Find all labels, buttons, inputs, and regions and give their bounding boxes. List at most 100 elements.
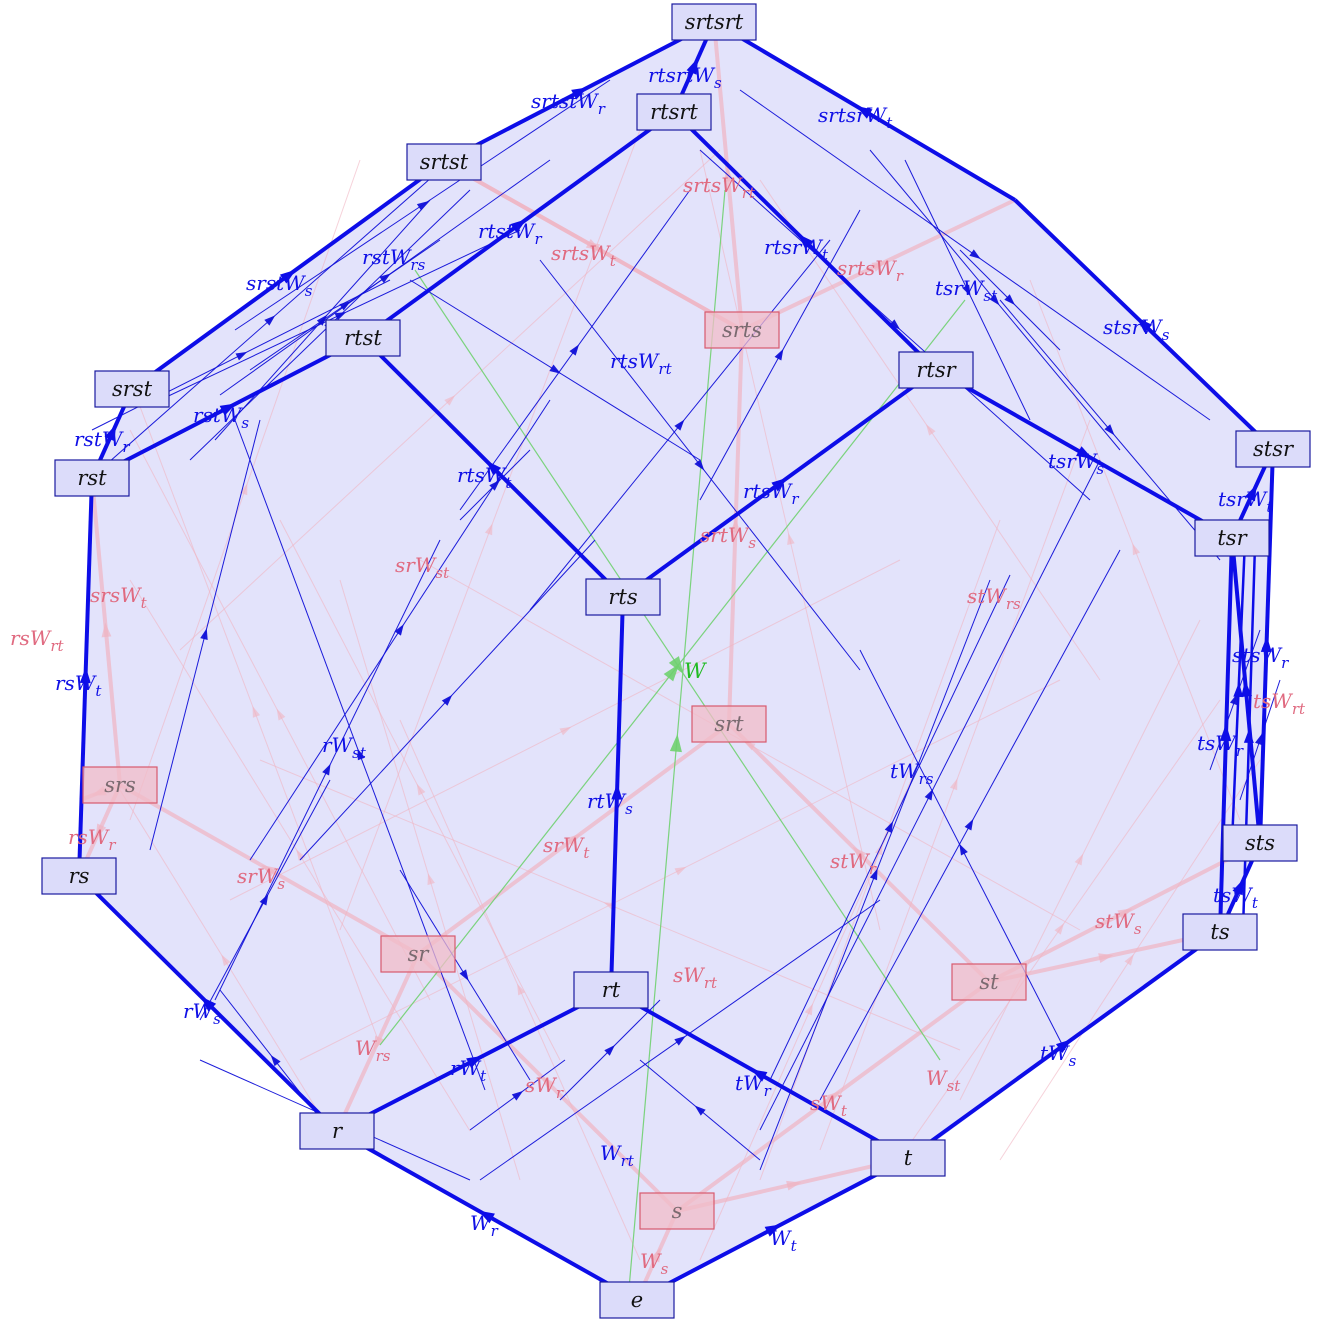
edge-arrow <box>797 233 814 250</box>
edge-arrow <box>852 846 867 861</box>
hyperplane-label: Wrt <box>600 1141 635 1170</box>
vertex-box <box>54 459 130 497</box>
edge-arrow <box>650 1247 661 1263</box>
vertex-label: rts <box>608 585 637 609</box>
edge-arrow <box>674 866 687 876</box>
vertex-label: rtst <box>344 326 382 350</box>
vertex-box <box>299 1112 375 1150</box>
hyperplane-label: srWs <box>237 864 285 893</box>
edge-arrow <box>1076 446 1093 459</box>
vertex-label: e <box>631 1288 643 1312</box>
hyperplane-label: srWt <box>543 833 590 862</box>
vertex-label: s <box>672 1199 683 1223</box>
vertex-box <box>325 319 401 357</box>
hyperplane-label: rWs <box>183 999 221 1028</box>
hyperplane-label: srtsWrt <box>683 173 756 202</box>
edge-arrow <box>889 319 901 330</box>
edge-arrow <box>252 705 261 718</box>
vertex-srt: srt <box>691 705 767 743</box>
vertex-rtst: rtst <box>325 319 401 357</box>
vertex-box <box>380 935 456 973</box>
edge-arrow <box>510 219 527 233</box>
vertex-box <box>585 578 661 616</box>
vertex-r: r <box>299 1112 375 1150</box>
edge-arrow <box>1232 878 1245 896</box>
edge-arrow <box>786 1180 802 1191</box>
vertex-box <box>671 3 757 41</box>
edge-arrow <box>989 294 1000 306</box>
edge-arrow <box>694 1105 706 1116</box>
edge-arrow <box>730 518 741 533</box>
edge-arrow <box>261 865 277 877</box>
edge-arrow <box>569 344 580 356</box>
edge-arrow <box>1004 294 1015 305</box>
hyperplane-label: tsrWst <box>935 276 998 305</box>
vertex-label: st <box>979 970 999 994</box>
edge-arrow <box>416 201 429 211</box>
edge-arrow <box>674 1035 686 1046</box>
edge-arrow <box>79 667 91 684</box>
vertex-ts: ts <box>1182 913 1258 951</box>
vertex-srtsrt: srtsrt <box>671 3 757 41</box>
edge-arrow <box>221 954 231 967</box>
hyperplane-label: rtsrtWs <box>648 63 722 92</box>
hyperplane-label: stWs <box>1095 909 1142 938</box>
hyperplane-label: srWst <box>395 553 450 582</box>
edge-arrow <box>959 843 968 856</box>
vertex-label: t <box>904 1146 913 1170</box>
edge-arrow <box>686 57 699 75</box>
hyperplane-label: sWt <box>810 1091 848 1120</box>
edge-arrow <box>964 818 974 831</box>
hyperplane-label: tsWt <box>1213 883 1259 912</box>
hyperplane-label: tsWrt <box>1253 689 1306 718</box>
hyperplane-label: srtWs <box>700 523 756 552</box>
hyperplane-label: srtsWt <box>551 241 617 270</box>
edge-arrow <box>668 656 684 675</box>
edge-arrow <box>444 395 456 406</box>
hyperplane-label: rstWrs <box>362 245 426 274</box>
edge-arrow <box>571 87 588 100</box>
edge-arrow <box>101 622 112 638</box>
hyperplane-label: rtsWt <box>457 463 512 492</box>
edge-arrow <box>279 269 297 284</box>
vertex-label: srst <box>112 377 153 401</box>
edge-arrow <box>416 783 426 796</box>
edge-arrow <box>566 833 581 847</box>
hyperplane-label: rstWr <box>74 427 130 456</box>
edge-arrow <box>427 873 435 886</box>
edge-arrow <box>663 663 680 682</box>
hyperplane-label: rstWs <box>193 403 249 432</box>
edge-arrow <box>969 249 981 260</box>
vertex-rtsrt: rtsrt <box>636 93 712 131</box>
edge-arrow <box>774 348 784 361</box>
vertex-box <box>951 963 1027 1001</box>
vertex-box <box>82 766 158 804</box>
vertex-box <box>636 93 712 131</box>
vertex-box <box>94 370 170 408</box>
edge-arrow <box>485 460 502 476</box>
hyperplane-label: rtWs <box>587 789 633 818</box>
edge-arrow <box>484 523 493 536</box>
hyperplane-label: sWrt <box>673 963 718 992</box>
vertex-e: e <box>599 1281 675 1319</box>
vertex-sr: sr <box>380 935 456 973</box>
vertex-srts: srts <box>704 311 780 349</box>
edge-arrow <box>459 969 469 981</box>
hyperplane-label: rtstWr <box>478 219 542 248</box>
edge-arrow <box>549 364 561 374</box>
vertex-srst: srst <box>94 370 170 408</box>
hyperplane-label: stWr <box>830 849 877 878</box>
edge-arrow <box>1054 923 1065 935</box>
hyperplane-label: sWr <box>525 1073 564 1102</box>
visible-vertices: ertrtrstsrtsrstrtstsrstsrtstrtsrtsrtsrtr… <box>41 3 1311 1319</box>
vertex-s: s <box>639 1192 715 1230</box>
edge-arrow <box>1244 484 1257 502</box>
edge-arrow <box>869 868 878 881</box>
hyperplane-label: Wst <box>926 1066 961 1095</box>
edge-arrow <box>1104 424 1115 436</box>
vertex-srs: srs <box>82 766 158 804</box>
edge-arrow <box>1055 1039 1073 1053</box>
hyperplane-label: rWt <box>450 1056 487 1085</box>
